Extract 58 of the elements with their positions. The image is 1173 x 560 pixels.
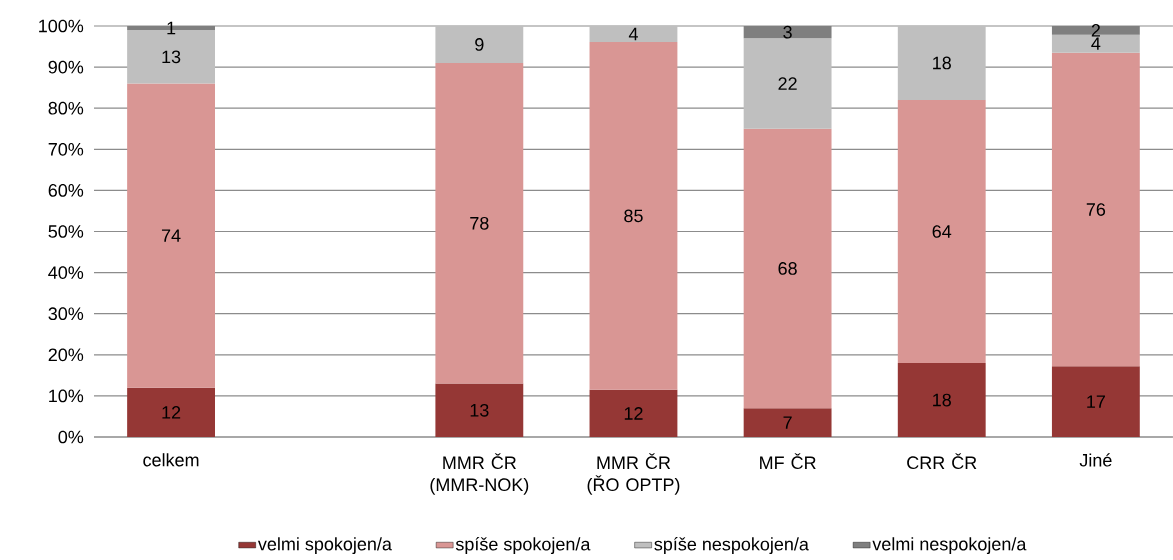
data-label: 17 [1087, 395, 1105, 408]
bar [435, 26, 524, 63]
bar [127, 83, 215, 388]
bar [743, 408, 832, 437]
bar [897, 26, 986, 100]
data-label: 68 [778, 262, 797, 275]
data-label: 18 [933, 56, 951, 70]
bar [127, 387, 215, 437]
bar [435, 62, 524, 384]
bar [1051, 366, 1140, 437]
legend-label: spíše nespokojen/a [654, 537, 809, 555]
x-tick-label: celkem [143, 453, 199, 467]
data-label: 22 [778, 77, 797, 90]
bar [589, 26, 678, 43]
x-tick-label: MF ČR [760, 453, 816, 470]
y-tick-label: 90% [48, 60, 84, 74]
data-label: 9 [475, 38, 484, 51]
data-label: 85 [624, 209, 643, 223]
y-tick-label: 80% [48, 101, 84, 115]
bar [1051, 52, 1140, 367]
data-label: 12 [162, 406, 181, 419]
data-label: 74 [161, 229, 181, 242]
bar [897, 363, 986, 437]
data-label: 2 [1091, 24, 1100, 37]
data-label: 78 [470, 216, 489, 230]
legend-label: spíše spokojen/a [455, 537, 591, 555]
bar [435, 383, 524, 437]
bar [743, 128, 832, 409]
data-label: 3 [783, 25, 792, 39]
legend-label: velmi nespokojen/a [872, 537, 1027, 554]
data-label: 13 [470, 403, 489, 417]
bar [897, 99, 986, 364]
y-tick-label: 100% [39, 19, 84, 33]
bar [589, 42, 678, 390]
y-tick-label: 60% [48, 184, 84, 197]
data-label: 4 [1091, 37, 1101, 50]
x-tick-label: Jiné [1079, 453, 1112, 467]
y-tick-label: 20% [48, 348, 84, 362]
data-label: 12 [624, 407, 643, 420]
data-label: 64 [932, 225, 952, 238]
y-tick-label: 40% [48, 266, 84, 279]
y-tick-label: 50% [48, 225, 84, 238]
y-tick-label: 70% [48, 142, 84, 156]
legend-label: velmi spokojen/a [257, 537, 392, 554]
y-tick-label: 30% [48, 307, 84, 321]
bar [743, 38, 832, 129]
x-tick-label: MMR ČR (MMR-NOK) [430, 453, 529, 495]
bar [589, 389, 678, 437]
x-tick-label: MMR ČR (ŘO OPTP) [587, 453, 680, 495]
data-label: 4 [628, 27, 638, 41]
y-tick-label: 10% [49, 389, 84, 403]
data-label: 7 [783, 416, 792, 429]
data-label: 13 [162, 50, 181, 64]
bar [743, 26, 832, 39]
data-label: 18 [933, 393, 951, 407]
data-label: 76 [1086, 203, 1106, 216]
x-tick-label: CRR ČR [907, 453, 977, 470]
y-tick-label: 0% [58, 430, 84, 444]
